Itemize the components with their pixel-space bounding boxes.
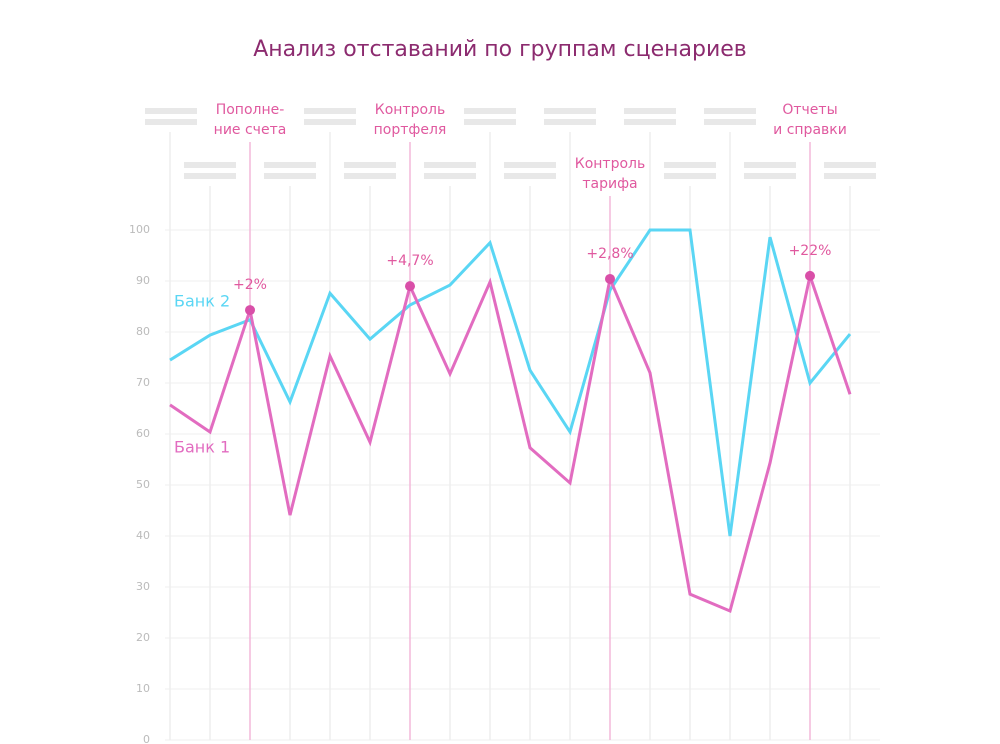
marker xyxy=(245,305,255,316)
y-tick-label: 0 xyxy=(143,733,150,744)
series-line xyxy=(169,228,852,537)
marker xyxy=(805,270,815,281)
placeholder xyxy=(184,173,236,179)
marker xyxy=(405,281,415,292)
y-tick-label: 50 xyxy=(136,478,150,491)
placeholder xyxy=(624,108,676,114)
placeholder xyxy=(504,162,556,168)
chart-title: Анализ отставаний по группам сценариев xyxy=(253,37,747,62)
placeholder xyxy=(344,173,396,179)
delta-label: +22% xyxy=(789,243,832,259)
y-tick-label: 30 xyxy=(136,580,150,593)
y-tick-label: 100 xyxy=(129,223,150,236)
group-label: Отчеты xyxy=(782,102,837,118)
delta-label: +2% xyxy=(233,277,267,293)
placeholder xyxy=(304,119,356,125)
placeholder xyxy=(464,108,516,114)
placeholder xyxy=(145,108,197,114)
placeholder xyxy=(544,108,596,114)
placeholder xyxy=(824,162,876,168)
placeholder xyxy=(544,119,596,125)
placeholder xyxy=(624,119,676,125)
placeholder xyxy=(184,162,236,168)
placeholder xyxy=(704,119,756,125)
placeholder xyxy=(704,108,756,114)
placeholder xyxy=(264,162,316,168)
y-tick-label: 90 xyxy=(136,274,150,287)
series-line xyxy=(169,270,852,614)
y-tick-label: 80 xyxy=(136,325,150,338)
placeholder xyxy=(664,173,716,179)
group-label: Пополне- xyxy=(216,102,285,118)
placeholder xyxy=(744,173,796,179)
placeholder xyxy=(424,162,476,168)
placeholder xyxy=(304,108,356,114)
placeholder xyxy=(824,173,876,179)
placeholder xyxy=(744,162,796,168)
y-tick-label: 20 xyxy=(136,631,150,644)
placeholder xyxy=(264,173,316,179)
y-tick-label: 60 xyxy=(136,427,150,440)
placeholder xyxy=(424,173,476,179)
delta-label: +4,7% xyxy=(386,253,433,269)
placeholder xyxy=(145,119,197,125)
group-label: портфеля xyxy=(374,122,447,138)
y-tick-label: 40 xyxy=(136,529,150,542)
group-label: ние счета xyxy=(214,122,287,138)
placeholder xyxy=(664,162,716,168)
placeholder xyxy=(464,119,516,125)
marker xyxy=(605,273,615,284)
group-label: Контроль xyxy=(375,102,445,118)
group-label: Контроль xyxy=(575,156,645,172)
y-tick-label: 70 xyxy=(136,376,150,389)
group-label: и справки xyxy=(773,122,847,138)
legend-label: Банк 1 xyxy=(174,438,230,457)
group-label: тарифа xyxy=(582,176,637,192)
delta-label: +2,8% xyxy=(586,246,633,262)
y-tick-label: 10 xyxy=(136,682,150,695)
legend-label: Банк 2 xyxy=(174,292,230,311)
placeholder xyxy=(344,162,396,168)
placeholder xyxy=(504,173,556,179)
